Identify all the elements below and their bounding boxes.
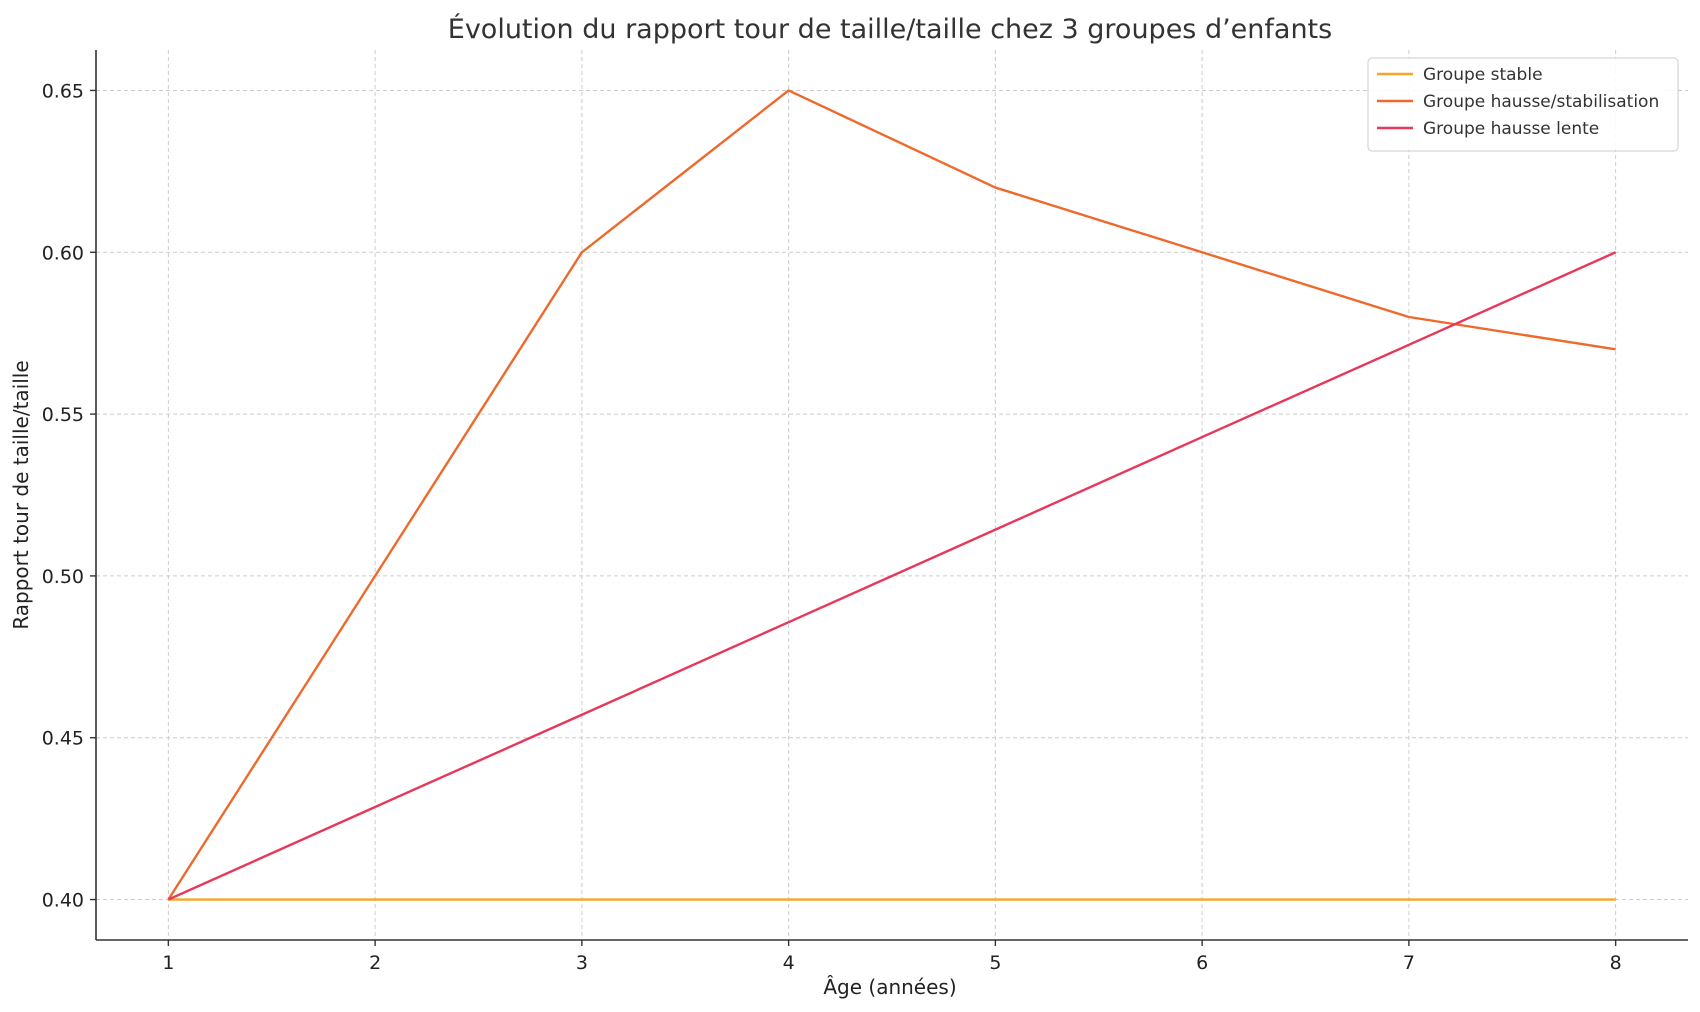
x-tick-label: 5 <box>989 952 1001 974</box>
legend-box <box>1367 57 1679 152</box>
y-tick-label: 0.60 <box>42 242 84 264</box>
grid <box>96 50 1688 940</box>
y-tick-label: 0.45 <box>42 728 84 750</box>
series-line-2 <box>167 89 1616 901</box>
legend-label-2: Groupe hausse/stabilisation <box>1423 92 1659 112</box>
ticks: 1 2 3 4 5 6 7 8 0.40 0.45 0.50 0.55 0.60 0.65 <box>42 80 1622 974</box>
axes <box>95 50 1688 941</box>
legend-label-1: Groupe stable <box>1423 65 1543 85</box>
series-line-3 <box>167 251 1617 901</box>
x-tick-label: 1 <box>162 952 174 974</box>
x-tick-label: 8 <box>1610 952 1622 974</box>
y-tick-label: 0.65 <box>42 80 84 102</box>
legend-label-3: Groupe hausse lente <box>1423 119 1599 139</box>
x-axis-label: Âge (années) <box>823 975 956 999</box>
y-tick-label: 0.50 <box>42 566 84 588</box>
x-tick-label: 7 <box>1403 952 1415 974</box>
x-tick-label: 6 <box>1196 952 1208 974</box>
y-axis-label: Rapport tour de taille/taille <box>9 360 33 629</box>
legend: Groupe stable Groupe hausse/stabilisation… <box>1367 57 1679 152</box>
series-lines <box>167 89 1617 901</box>
y-tick-label: 0.40 <box>42 890 84 912</box>
x-tick-label: 2 <box>369 952 381 974</box>
y-tick-label: 0.55 <box>42 404 84 426</box>
chart-title: Évolution du rapport tour de taille/tail… <box>448 13 1332 45</box>
x-tick-label: 3 <box>576 952 588 974</box>
x-tick-label: 4 <box>783 952 795 974</box>
